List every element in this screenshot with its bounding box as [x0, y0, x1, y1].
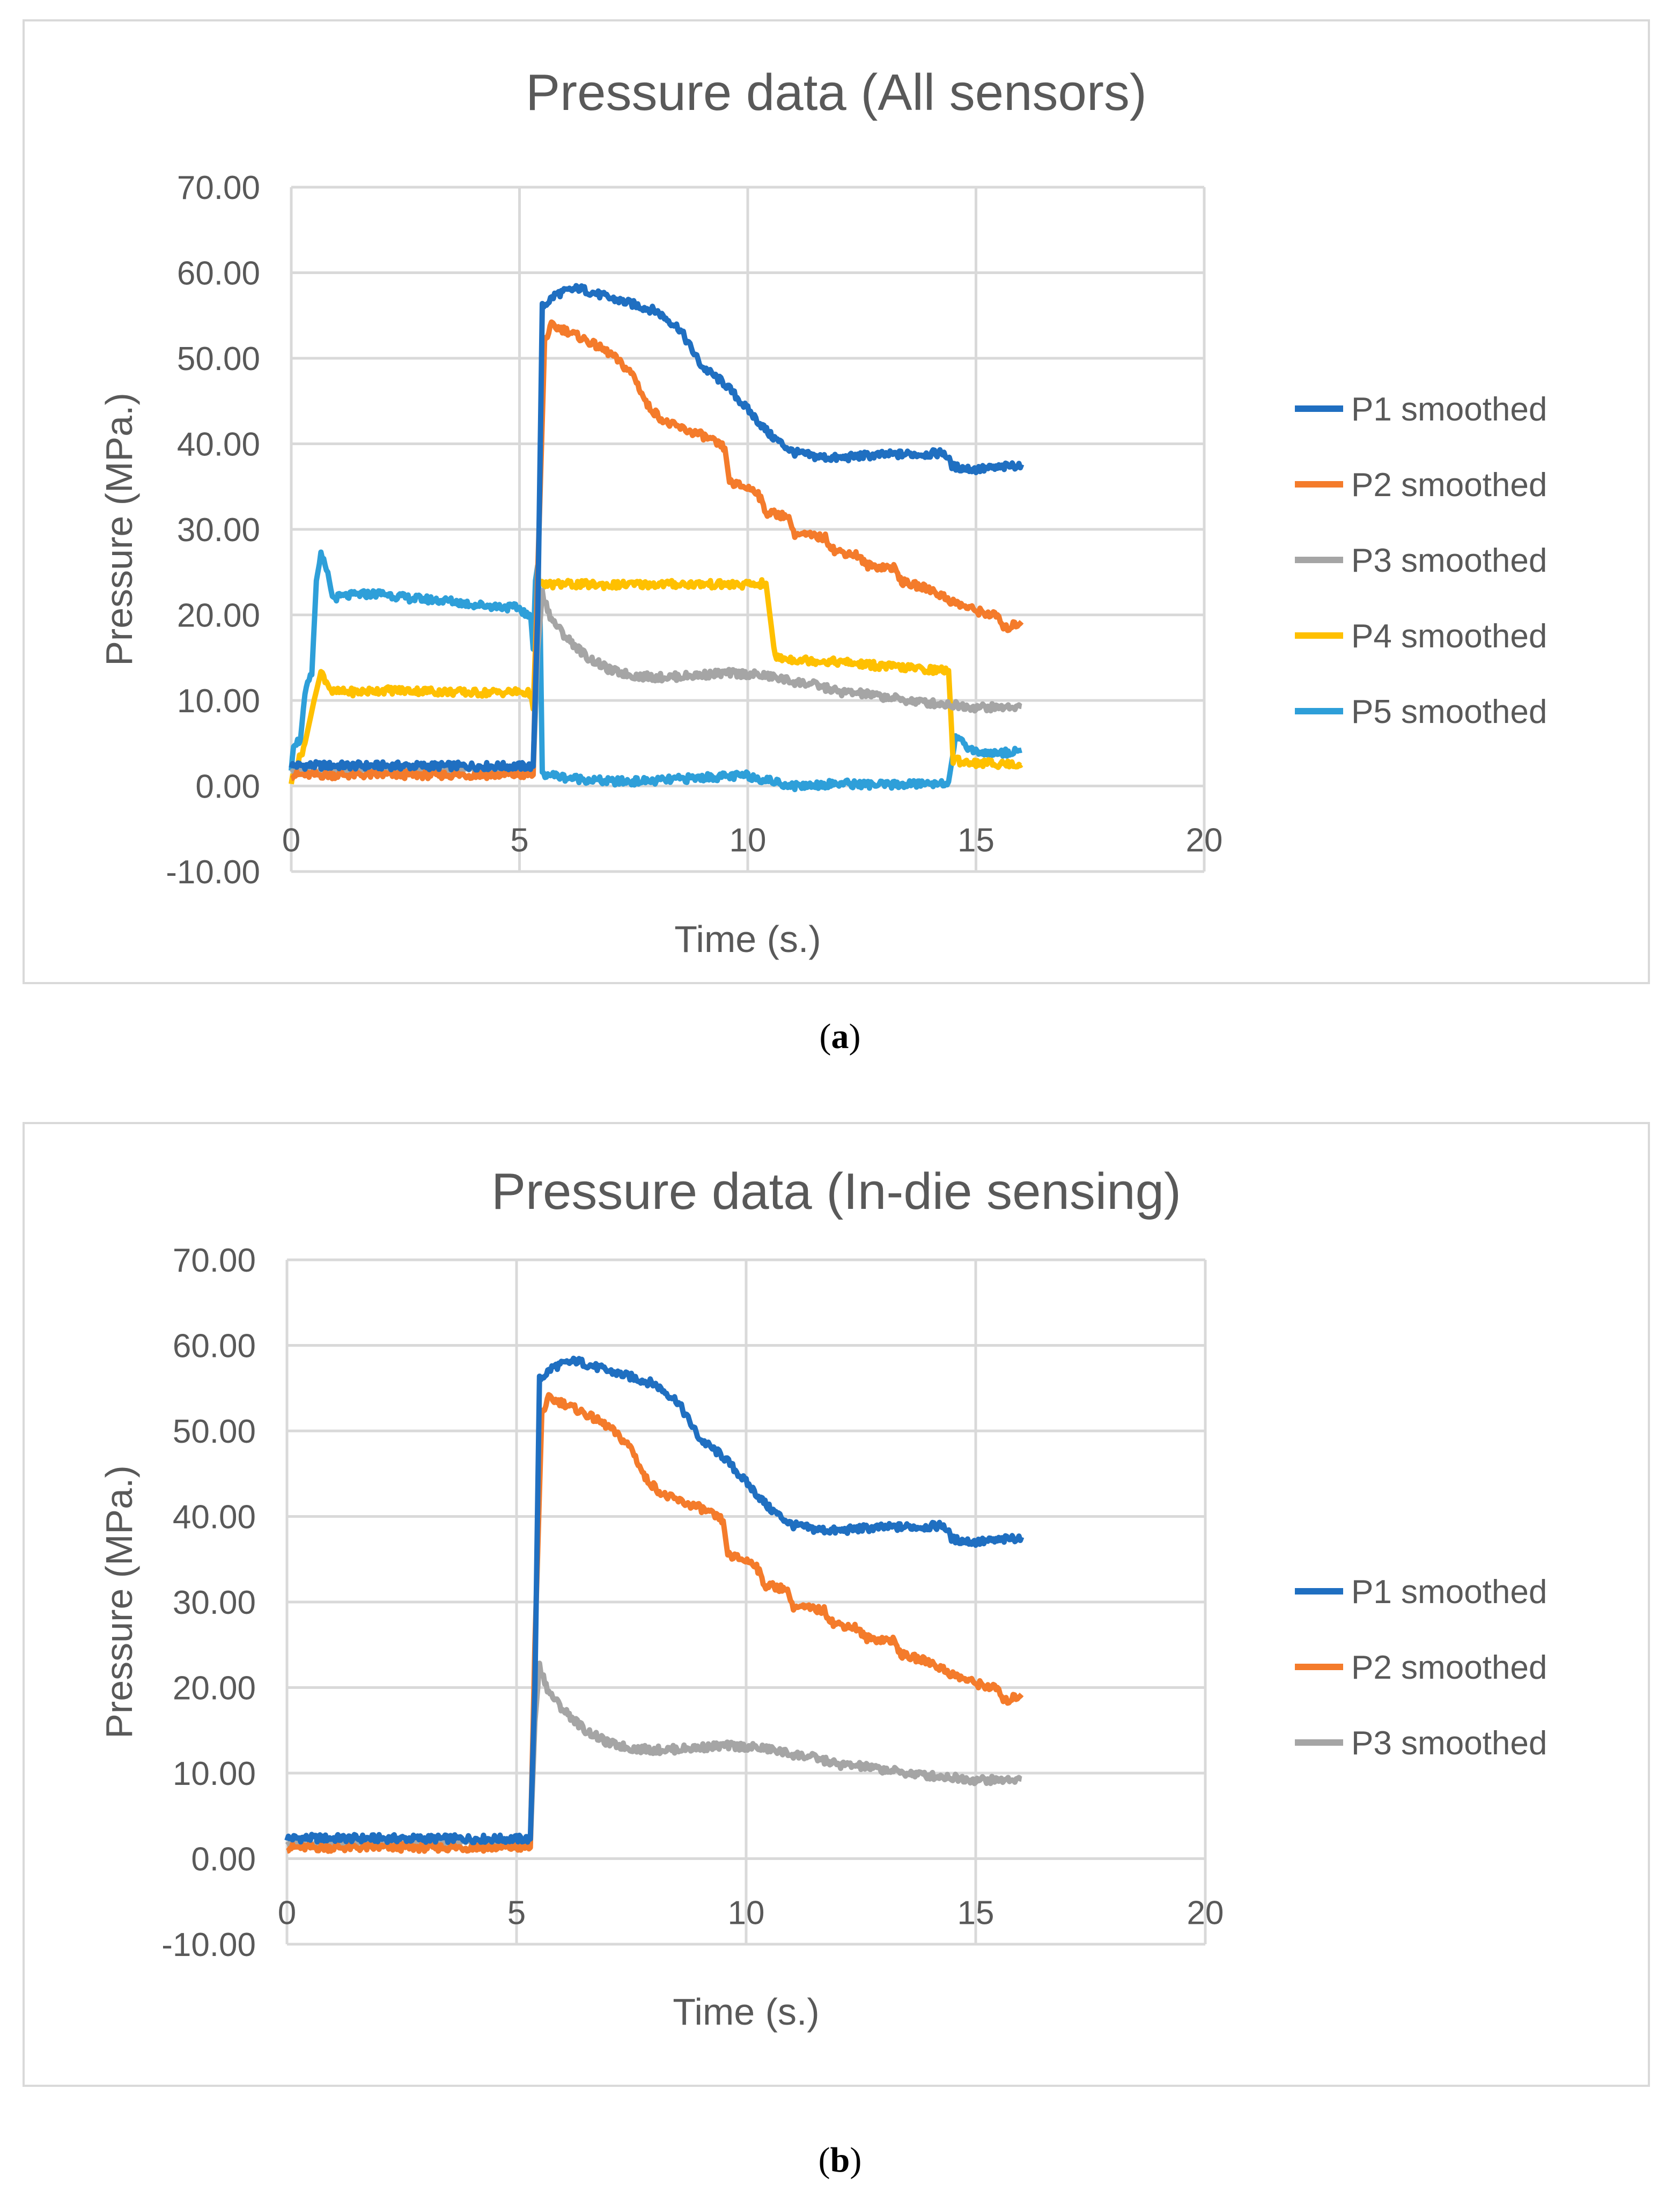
caption-a-letter: a: [831, 1017, 849, 1056]
chart-panel-b: -10.00 0.00 10.00 20.00 30.00 40.00 50.00 60.00…: [23, 1122, 1650, 2087]
chart-b-y-tick-1: 0.00: [191, 1841, 256, 1878]
chart-a-svg: -10.00 0.00 10.00 20.00 30.00 40.00 50.00 60.00…: [98, 64, 1547, 960]
chart-b-y-tick-4: 30.00: [173, 1584, 256, 1621]
chart-a-series-p5-line: [289, 549, 1023, 793]
chart-b-y-tick-5: 40.00: [173, 1499, 256, 1536]
chart-a-y-tick-3: 20.00: [177, 597, 260, 634]
chart-b-x-tick-0: 0: [278, 1895, 296, 1932]
chart-b-title: Pressure data (In-die sensing): [491, 1163, 1181, 1220]
chart-a-y-tick-1: 0.00: [195, 769, 260, 806]
chart-a-legend-p1-label: P1 smoothed: [1351, 391, 1547, 428]
chart-a-x-tick-4: 20: [1186, 822, 1223, 859]
chart-b-y-tick-8: 70.00: [173, 1242, 256, 1279]
chart-a-legend-p2-label: P2 smoothed: [1351, 467, 1547, 504]
chart-b-x-tick-4: 20: [1187, 1895, 1224, 1932]
chart-a-y-tick-2: 10.00: [177, 683, 260, 720]
chart-b-series-p2-line: [285, 1392, 1024, 1854]
chart-b-svg: -10.00 0.00 10.00 20.00 30.00 40.00 50.00 60.00…: [98, 1163, 1547, 2033]
caption-a: (a): [819, 1017, 861, 1056]
chart-a-series-p4-line: [289, 577, 1023, 785]
chart-a-y-tick-4: 30.00: [177, 512, 260, 549]
chart-a-legend-p5-label: P5 smoothed: [1351, 693, 1547, 730]
chart-b-series-p3-line: [285, 1660, 1023, 1850]
chart-b-legend-p1-label: P1 smoothed: [1351, 1574, 1547, 1611]
chart-b-y-tick-2: 10.00: [173, 1755, 256, 1792]
chart-b-y-tick-0: -10.00: [161, 1926, 256, 1963]
chart-a-y-tick-5: 40.00: [177, 426, 260, 463]
chart-b-series-p1-line: [284, 1355, 1025, 1846]
chart-a-series-p3-line: [289, 588, 1023, 777]
chart-a-x-tick-0: 0: [282, 822, 300, 859]
chart-a-x-tick-2: 10: [730, 822, 767, 859]
chart-b-y-tick-6: 50.00: [173, 1413, 256, 1450]
chart-b-x-tick-3: 15: [957, 1895, 994, 1932]
chart-b-y-tick-7: 60.00: [173, 1328, 256, 1365]
chart-b-ylabel: Pressure (MPa.): [98, 1465, 140, 1739]
chart-a-x-tick-3: 15: [957, 822, 994, 859]
chart-b-x-tick-1: 5: [507, 1895, 526, 1932]
chart-panel-a: -10.00 0.00 10.00 20.00 30.00 40.00 50.00 60.00…: [23, 19, 1650, 984]
caption-b-letter: b: [830, 2140, 850, 2180]
chart-a-xlabel: Time (s.): [674, 918, 821, 960]
chart-a-y-tick-0: -10.00: [166, 854, 260, 891]
chart-a-y-tick-7: 60.00: [177, 255, 260, 292]
chart-a-title: Pressure data (All sensors): [526, 64, 1147, 121]
chart-b-xlabel: Time (s.): [673, 1991, 819, 2033]
chart-a-ylabel: Pressure (MPa.): [98, 393, 140, 666]
chart-a-y-tick-8: 70.00: [177, 169, 260, 206]
chart-b-y-tick-3: 20.00: [173, 1670, 256, 1707]
chart-a-series-p1-line: [289, 283, 1025, 773]
chart-a-series-p2-line: [290, 319, 1024, 781]
chart-a-y-tick-6: 50.00: [177, 341, 260, 378]
chart-b-legend-p3-label: P3 smoothed: [1351, 1725, 1547, 1762]
chart-b-x-tick-2: 10: [728, 1895, 765, 1932]
chart-a-legend-p3-label: P3 smoothed: [1351, 542, 1547, 579]
caption-b: (b): [818, 2140, 862, 2180]
chart-a-legend-p4-label: P4 smoothed: [1351, 618, 1547, 655]
chart-b-legend-p2-label: P2 smoothed: [1351, 1649, 1547, 1686]
chart-a-x-tick-1: 5: [510, 822, 528, 859]
